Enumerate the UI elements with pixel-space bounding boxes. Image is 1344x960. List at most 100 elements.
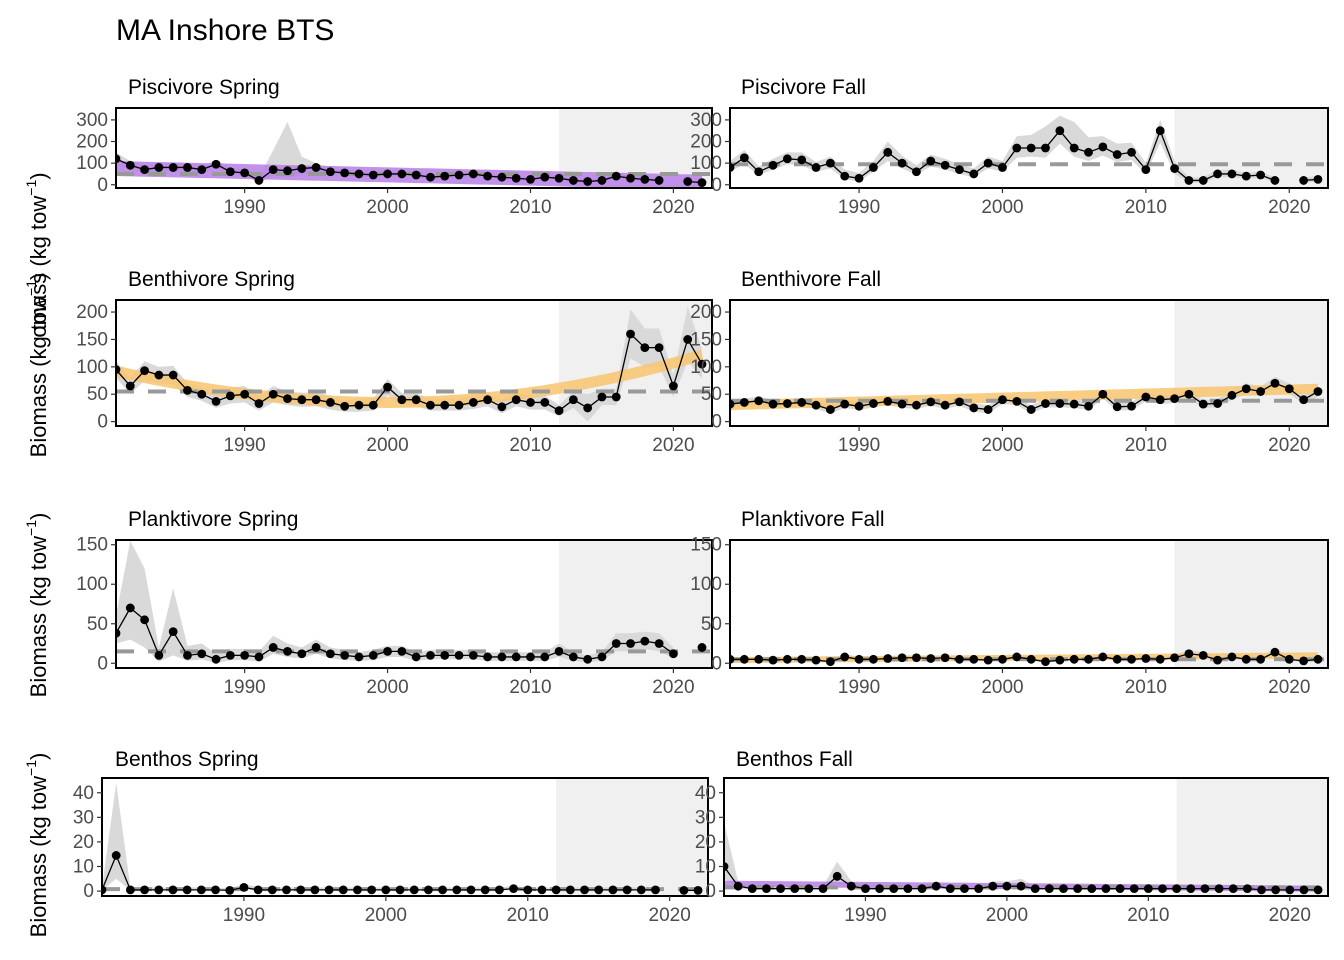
data-point	[1012, 396, 1022, 406]
data-point	[1026, 405, 1036, 414]
data-point	[1299, 885, 1309, 895]
data-point	[1271, 885, 1281, 895]
data-point	[367, 885, 377, 895]
panel-7: Benthos Spring 0 10 20 30 40 1990 2000 2010 2020	[73, 748, 709, 926]
x-tick-label: 2010	[509, 677, 551, 698]
panel-frame	[101, 777, 709, 897]
data-point	[1299, 395, 1309, 405]
data-point	[1055, 126, 1065, 136]
data-point	[1313, 654, 1323, 664]
data-point	[608, 885, 618, 895]
data-point	[983, 655, 993, 665]
data-point	[1127, 654, 1136, 664]
data-point	[125, 160, 135, 170]
data-point	[383, 169, 392, 179]
data-point	[626, 173, 635, 183]
y-tick-label: 30	[73, 807, 94, 828]
data-point	[1184, 649, 1194, 659]
panel-8: Benthos Fall 0 10 20 30 40 1990 2000 2010 2020	[695, 748, 1329, 926]
y-tick-label: 100	[76, 574, 108, 595]
data-point	[1170, 653, 1179, 663]
data-point	[454, 170, 464, 180]
data-point	[397, 647, 407, 656]
y-tick-label: 100	[76, 357, 108, 378]
data-point	[325, 398, 335, 407]
data-point	[411, 395, 421, 405]
data-point	[926, 397, 936, 407]
data-point	[768, 399, 778, 409]
data-point	[368, 170, 378, 180]
recent-window-shade	[556, 778, 708, 896]
data-point	[338, 885, 348, 895]
data-point	[540, 172, 550, 182]
data-point	[739, 654, 749, 664]
data-point	[597, 392, 607, 402]
x-tick-label: 1990	[838, 435, 880, 456]
data-point	[654, 343, 664, 353]
data-point	[622, 885, 632, 895]
data-point	[311, 163, 321, 172]
panel-frame	[723, 777, 1329, 897]
data-point	[1198, 399, 1208, 409]
data-point	[1228, 884, 1238, 894]
data-point	[1213, 399, 1222, 408]
y-tick-label: 0	[711, 175, 722, 196]
data-point	[988, 881, 998, 891]
data-point	[311, 395, 321, 405]
data-point	[1256, 170, 1265, 180]
data-point	[825, 405, 835, 414]
x-tick-label: 2000	[986, 905, 1028, 926]
data-point	[325, 649, 335, 659]
x-tick-label: 2010	[509, 435, 551, 456]
data-point	[861, 884, 870, 894]
y-axis-label-row4: Biomass (kg tow−1)	[23, 753, 51, 938]
data-point	[897, 399, 907, 409]
data-point	[381, 885, 391, 895]
data-point	[1012, 143, 1022, 153]
data-point	[1299, 656, 1309, 666]
data-point	[782, 654, 792, 664]
data-point	[883, 654, 893, 663]
panel-frame	[729, 107, 1329, 189]
y-tick-label: 0	[705, 881, 716, 902]
y-tick-label: 150	[76, 329, 108, 350]
panel-title: Benthivore Fall	[741, 268, 881, 291]
data-point	[840, 171, 850, 181]
data-point	[969, 403, 979, 413]
plot-area	[116, 540, 712, 668]
data-point	[1200, 884, 1210, 894]
data-point	[782, 399, 792, 408]
data-point	[1069, 143, 1079, 153]
data-point	[168, 370, 178, 380]
data-point	[776, 884, 785, 894]
data-point	[354, 400, 364, 410]
panel-title: Benthos Fall	[736, 748, 853, 771]
data-point	[1143, 884, 1153, 894]
x-tick-label: 2020	[652, 435, 694, 456]
y-tick-label: 100	[690, 153, 722, 174]
data-point	[869, 163, 878, 172]
panel-4: Benthivore Fall 0 50 100 150 200 1990 2000 2010 2…	[690, 268, 1329, 456]
data-point	[354, 652, 364, 662]
data-point	[1041, 143, 1050, 153]
y-tick-label: 20	[73, 832, 94, 853]
data-point	[554, 173, 564, 183]
plot-area	[724, 778, 1328, 896]
data-point	[509, 884, 518, 894]
data-point	[568, 395, 578, 405]
data-point	[1141, 165, 1151, 175]
data-point	[811, 163, 821, 172]
x-tick-label: 2010	[1125, 677, 1167, 698]
data-point	[1055, 399, 1065, 408]
data-point	[1101, 884, 1111, 894]
data-point	[1127, 147, 1136, 157]
data-point	[768, 160, 778, 170]
recent-window-shade	[1174, 300, 1328, 426]
data-point	[840, 399, 850, 409]
x-tick-label: 2010	[1125, 197, 1167, 218]
data-point	[955, 165, 964, 175]
data-point	[917, 884, 927, 894]
data-point	[654, 639, 664, 648]
x-tick-label: 1990	[223, 197, 265, 218]
